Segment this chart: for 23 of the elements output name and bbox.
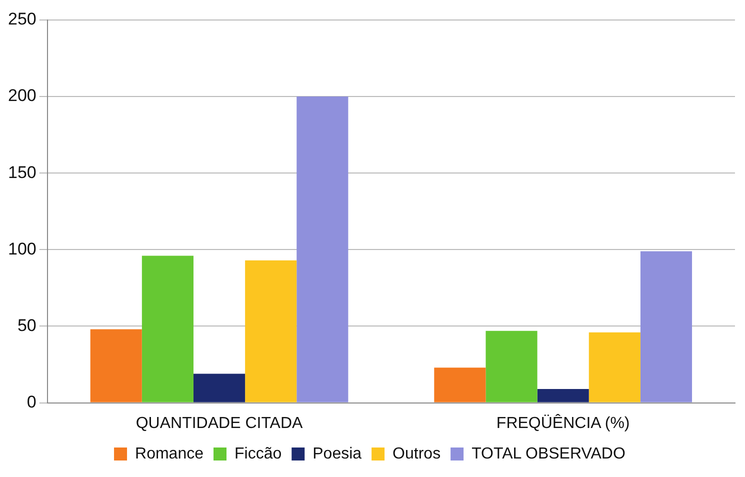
y-tick-label: 50 (17, 316, 36, 335)
legend-label: Poesia (312, 445, 362, 462)
y-tick-label: 0 (26, 392, 36, 412)
x-tick-label: FREQÜÊNCIA (%) (496, 414, 630, 432)
bar (537, 389, 589, 402)
bar (245, 260, 297, 402)
bar (90, 329, 142, 402)
legend-label: Outros (392, 445, 441, 462)
y-tick-label: 250 (8, 10, 36, 29)
bar (486, 330, 538, 402)
x-tick-label: QUANTIDADE CITADA (136, 414, 304, 432)
bar (193, 374, 246, 402)
bar (434, 368, 486, 402)
bar (142, 256, 194, 402)
y-tick-label: 100 (8, 239, 36, 258)
legend-label: Ficcão (234, 445, 282, 462)
y-tick-label: 150 (8, 162, 36, 182)
bar (588, 332, 640, 402)
legend-label: Romance (135, 445, 204, 462)
bar (296, 96, 348, 402)
bar (640, 251, 692, 402)
legend-label: TOTAL OBSERVADO (472, 445, 626, 462)
y-tick-label: 200 (8, 86, 36, 106)
